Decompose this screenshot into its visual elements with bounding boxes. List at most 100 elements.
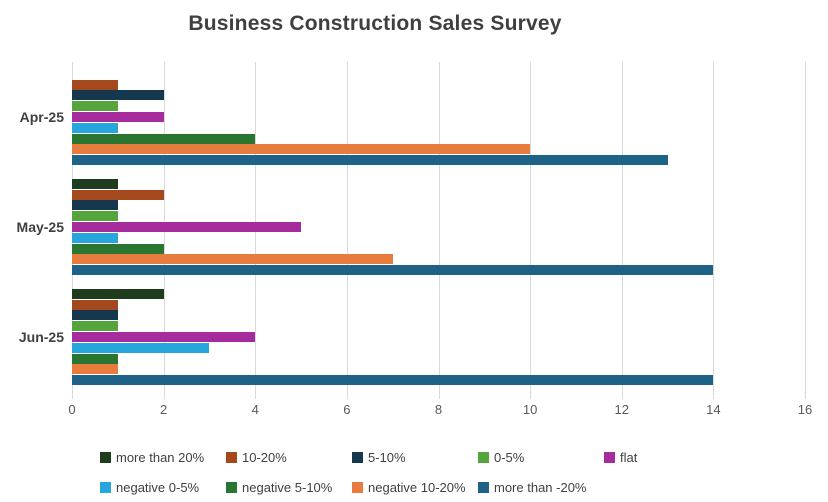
legend-label: 5-10% (368, 449, 406, 465)
legend-item-flat: flat (604, 450, 730, 465)
bar-apr-25-negative-10-20pct (72, 144, 531, 155)
legend-item-negative-10-20pct: negative 10-20% (352, 480, 478, 495)
legend-label: negative 0-5% (116, 479, 200, 495)
bar-apr-25-negative-5-10pct (72, 133, 256, 144)
bar-slot-0-5pct (72, 321, 805, 332)
legend-label: more than -20% (494, 479, 587, 495)
legend-swatch-flat (604, 451, 615, 463)
bar-apr-25-more-than--20pct (72, 155, 668, 166)
legend-label: more than 20% (116, 449, 205, 465)
bar-apr-25-negative-0-5pct (72, 122, 118, 133)
bar-slot-flat (72, 331, 805, 343)
legend-swatch-more-than-20pct (100, 451, 111, 463)
bar-slot-negative-5-10pct (72, 133, 805, 144)
legend-label: flat (620, 449, 638, 465)
bar-jun-25-negative-5-10pct (72, 353, 118, 364)
bar-group-may-25 (72, 172, 805, 282)
bar-slot-10-20pct (72, 189, 805, 200)
legend-item-more-than-20pct: more than 20% (100, 450, 226, 465)
bar-slot-0-5pct (72, 211, 805, 222)
bar-slot-negative-10-20pct (72, 254, 805, 265)
bar-may-25-0-5pct (72, 211, 118, 222)
bar-slot-5-10pct (72, 90, 805, 101)
bar-may-25-5-10pct (72, 200, 118, 211)
legend-swatch-more-than--20pct (478, 481, 489, 493)
x-tick-label-6: 6 (343, 402, 351, 417)
x-tick-label-2: 2 (160, 402, 168, 417)
bar-slot-more-than--20pct (72, 265, 805, 276)
legend-swatch-negative-10-20pct (352, 481, 363, 493)
bar-jun-25-negative-0-5pct (72, 342, 210, 353)
legend-item-more-than--20pct: more than -20% (478, 480, 604, 495)
bar-may-25-10-20pct (72, 189, 164, 200)
bar-jun-25-0-5pct (72, 321, 118, 332)
bar-may-25-negative-10-20pct (72, 254, 393, 265)
bar-jun-25-negative-10-20pct (72, 364, 118, 375)
gridline-12 (621, 62, 623, 399)
legend-item-negative-0-5pct: negative 0-5% (100, 480, 226, 495)
bar-apr-25-10-20pct (72, 79, 118, 90)
bar-slot-more-than--20pct (72, 375, 805, 386)
legend-item-negative-5-10pct: negative 5-10% (226, 480, 352, 495)
bar-group-apr-25 (72, 62, 805, 172)
legend-item-0-5pct: 0-5% (478, 450, 604, 465)
bar-may-25-negative-0-5pct (72, 232, 118, 243)
bar-may-25-more-than-20pct (72, 178, 118, 189)
gridline-16 (805, 62, 806, 399)
bar-jun-25-10-20pct (72, 299, 118, 310)
bar-slot-5-10pct (72, 310, 805, 321)
legend-label: negative 5-10% (242, 479, 333, 495)
category-label-apr-25: Apr-25 (19, 109, 64, 125)
bar-slot-more-than--20pct (72, 155, 805, 166)
legend-swatch-10-20pct (226, 451, 237, 463)
bar-apr-25-flat (72, 111, 164, 122)
x-tick-label-0: 0 (68, 402, 76, 417)
bar-slot-negative-0-5pct (72, 342, 805, 353)
x-tick-label-10: 10 (522, 402, 538, 417)
bar-slot-flat (72, 221, 805, 233)
plot-area (72, 62, 806, 399)
bar-jun-25-5-10pct (72, 310, 118, 321)
legend-label: 10-20% (242, 449, 287, 465)
bar-may-25-flat (72, 221, 302, 232)
bar-slot-more-than-20pct (72, 288, 805, 299)
x-axis-labels: 0 2 4 6 8 10 12 14 16 (68, 402, 812, 418)
category-label-jun-25: Jun-25 (18, 329, 64, 345)
bar-slot-10-20pct (72, 79, 805, 90)
bar-slot-negative-0-5pct (72, 122, 805, 133)
category-label-may-25: May-25 (16, 219, 64, 235)
bar-slot-5-10pct (72, 200, 805, 211)
x-tick-label-14: 14 (706, 402, 721, 417)
bar-slot-0-5pct (72, 101, 805, 112)
y-axis-labels: Apr-25 May-25 Jun-25 (0, 62, 64, 392)
bar-slot-flat (72, 111, 805, 123)
x-tick-label-12: 12 (614, 402, 629, 417)
bar-slot-negative-10-20pct (72, 144, 805, 155)
gridline-6 (346, 62, 348, 399)
legend-swatch-negative-0-5pct (100, 481, 111, 493)
legend: more than 20% 10-20% 5-10% 0-5% flat negative… (100, 442, 760, 502)
x-tick-label-8: 8 (434, 402, 443, 417)
legend-item-5-10pct: 5-10% (352, 450, 478, 465)
bar-slot-negative-5-10pct (72, 353, 805, 364)
bar-apr-25-0-5pct (72, 101, 118, 112)
legend-label: negative 10-20% (368, 479, 466, 495)
legend-swatch-5-10pct (352, 451, 363, 463)
bar-slot-more-than-20pct (72, 68, 805, 79)
gridline-10 (530, 62, 532, 399)
bar-may-25-negative-5-10pct (72, 243, 164, 254)
bar-jun-25-more-than--20pct (72, 375, 714, 386)
bar-jun-25-flat (72, 331, 256, 342)
x-tick-label-4: 4 (251, 402, 259, 417)
bar-slot-negative-5-10pct (72, 243, 805, 254)
legend-swatch-0-5pct (478, 451, 489, 463)
gridline-8 (438, 62, 440, 399)
chart-title: Business Construction Sales Survey (188, 12, 562, 35)
gridline-14 (713, 62, 715, 399)
x-tick-label-16: 16 (797, 402, 813, 417)
bar-slot-more-than-20pct (72, 178, 805, 189)
bar-may-25-more-than--20pct (72, 265, 714, 276)
bar-slot-negative-0-5pct (72, 232, 805, 243)
legend-swatch-negative-5-10pct (226, 481, 237, 493)
